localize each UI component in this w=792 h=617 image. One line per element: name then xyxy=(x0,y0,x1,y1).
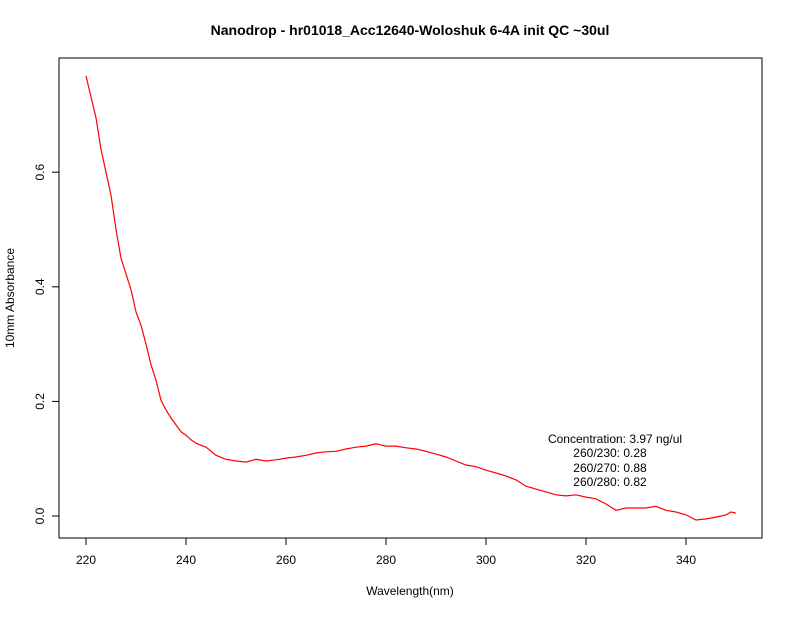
series-line-absorbance xyxy=(85,75,737,521)
x-axis: 220 240 260 280 300 320 340 xyxy=(76,537,696,567)
x-tick-label: 300 xyxy=(476,553,496,567)
x-tick-label: 220 xyxy=(76,553,96,567)
x-tick-label: 260 xyxy=(276,553,296,567)
x-axis-label: Wavelength(nm) xyxy=(366,584,454,598)
y-tick-label: 0.2 xyxy=(33,393,47,410)
y-tick-label: 0.6 xyxy=(33,164,47,181)
series-group xyxy=(85,75,737,521)
annotation-260-280: 260/280: 0.82 xyxy=(573,475,647,489)
x-tick-label: 240 xyxy=(176,553,196,567)
y-tick-label: 0.4 xyxy=(33,278,47,295)
plot-frame xyxy=(58,57,763,539)
x-tick-label: 340 xyxy=(676,553,696,567)
y-tick-label: 0.0 xyxy=(33,507,47,524)
annotation-260-230: 260/230: 0.28 xyxy=(573,446,647,460)
y-axis: 0.0 0.2 0.4 0.6 xyxy=(33,164,60,524)
y-axis-label: 10mm Absorbance xyxy=(3,248,17,348)
x-tick-label: 320 xyxy=(576,553,596,567)
annotation-concentration: Concentration: 3.97 ng/ul xyxy=(548,432,682,446)
annotation-260-270: 260/270: 0.88 xyxy=(573,461,647,475)
x-tick-label: 280 xyxy=(376,553,396,567)
chart-title: Nanodrop - hr01018_Acc12640-Woloshuk 6-4… xyxy=(211,22,610,38)
